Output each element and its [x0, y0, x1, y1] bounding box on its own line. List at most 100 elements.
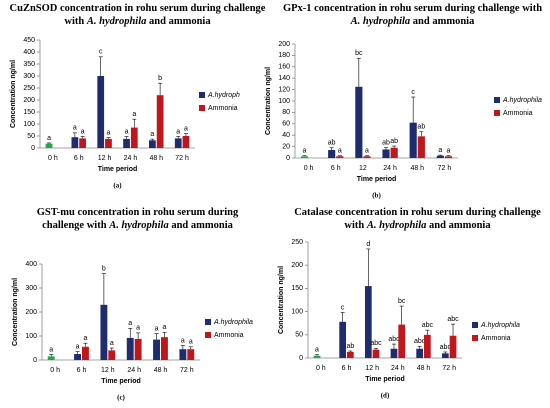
legend-swatch — [205, 332, 211, 338]
y-tick-label: 200 — [291, 262, 303, 269]
bar — [313, 355, 321, 358]
title-part: GST-mu concentration in rohu serum durin… — [36, 207, 239, 231]
y-tick-label: 100 — [25, 333, 37, 340]
y-tick-label: 0 — [31, 145, 35, 152]
x-tick-label: 48 h — [154, 367, 168, 374]
chart-title: GST-mu concentration in rohu serum durin… — [15, 206, 260, 232]
bar — [161, 337, 168, 360]
significance-label: a — [181, 337, 185, 344]
x-tick-label: 0 h — [50, 367, 60, 374]
chart-title: Catalase concentration in rohu serum dur… — [290, 206, 545, 232]
chart-title: CuZnSOD concentration in rohu serum duri… — [5, 2, 270, 28]
y-tick-label: 300 — [25, 285, 37, 292]
legend-swatch — [472, 335, 478, 341]
y-tick-label: 100 — [291, 308, 303, 315]
x-tick-label: 24 h — [124, 155, 138, 162]
significance-label: a — [189, 339, 193, 346]
x-tick-label: 24 h — [383, 165, 397, 172]
chart-title: GPx-1 concentration in rohu serum during… — [280, 2, 545, 28]
bar — [409, 122, 417, 158]
y-tick-label: 300 — [23, 73, 35, 80]
y-tick-label: 0 — [286, 155, 290, 162]
bar — [372, 349, 380, 358]
legend-label: A.hydrophila — [480, 322, 520, 329]
significance-label: a — [176, 128, 180, 135]
x-axis-label: Time period — [98, 166, 138, 173]
significance-label: ab — [328, 140, 336, 147]
y-tick-label: 350 — [23, 61, 35, 68]
significance-label: a — [365, 148, 369, 155]
bar — [79, 138, 86, 148]
legend-label: Ammonia — [503, 110, 533, 117]
y-tick-label: 120 — [278, 86, 290, 93]
significance-label: a — [107, 130, 111, 137]
bar — [174, 138, 182, 148]
y-axis-label: Concentration ng/ml — [278, 266, 285, 334]
x-tick-label: 72 h — [438, 165, 452, 172]
title-part: CuZnSOD concentration in rohu serum duri… — [9, 3, 266, 27]
x-tick-label: 6 h — [331, 165, 341, 172]
bar — [97, 76, 105, 148]
bar — [363, 156, 371, 158]
significance-label: a — [136, 325, 140, 332]
bar — [398, 324, 406, 358]
x-tick-label: 12 h — [101, 367, 115, 374]
legend-label: Ammonia — [214, 332, 244, 339]
y-tick-label: 200 — [278, 41, 290, 48]
significance-label: a — [184, 125, 188, 132]
title-part: A. hydrophila — [350, 16, 411, 27]
title-part: and ammonia — [426, 220, 491, 231]
x-tick-label: 0 h — [316, 365, 326, 372]
bar — [126, 337, 134, 360]
title-part: and ammonia — [410, 16, 475, 27]
x-axis-label: Time period — [365, 376, 405, 383]
y-tick-label: 150 — [291, 285, 303, 292]
bar — [134, 338, 142, 360]
y-axis-label: Concentration ng/ml — [12, 278, 19, 346]
y-tick-label: 200 — [25, 309, 37, 316]
x-tick-label: 72 h — [180, 367, 194, 374]
panel-label: (b) — [372, 192, 381, 200]
y-tick-label: 160 — [278, 64, 290, 71]
legend-swatch — [494, 110, 500, 116]
significance-label: a — [73, 125, 77, 132]
x-tick-label: 72 h — [442, 365, 456, 372]
x-tick-label: 48 h — [149, 155, 163, 162]
bar — [300, 156, 309, 158]
y-tick-label: 100 — [23, 121, 35, 128]
y-tick-label: 250 — [291, 239, 303, 246]
y-tick-label: 60 — [282, 121, 290, 128]
bar — [449, 335, 457, 358]
x-tick-label: 6 h — [77, 367, 87, 374]
y-tick-label: 180 — [278, 52, 290, 59]
x-tick-label: 72 h — [175, 155, 189, 162]
bar — [390, 147, 398, 158]
x-axis-label: Time period — [357, 176, 397, 183]
legend-swatch — [199, 92, 205, 98]
y-tick-label: 80 — [282, 109, 290, 116]
legend-swatch — [472, 322, 478, 328]
bar — [153, 339, 160, 360]
y-tick-label: 250 — [23, 85, 35, 92]
panel-label: (c) — [117, 394, 125, 402]
significance-label: a — [303, 148, 307, 155]
significance-label: abc — [388, 336, 400, 343]
title-part: GPx-1 concentration in rohu serum during… — [282, 3, 543, 14]
y-tick-label: 20 — [282, 143, 290, 150]
bar — [444, 156, 453, 158]
x-tick-label: 12 h — [98, 155, 112, 162]
significance-label: a — [47, 135, 51, 142]
x-tick-label: 24 h — [391, 365, 405, 372]
bar — [108, 350, 116, 360]
legend-label: A.hydrophila — [502, 97, 542, 104]
bar — [424, 334, 431, 358]
significance-label: d — [366, 241, 370, 248]
significance-label: abc — [440, 344, 452, 351]
y-tick-label: 100 — [278, 98, 290, 105]
bar — [364, 286, 372, 358]
significance-label: a — [49, 346, 53, 353]
significance-label: ab — [382, 140, 390, 147]
y-axis-label: Concentration ng/ml — [10, 60, 17, 128]
significance-label: c — [411, 89, 415, 96]
